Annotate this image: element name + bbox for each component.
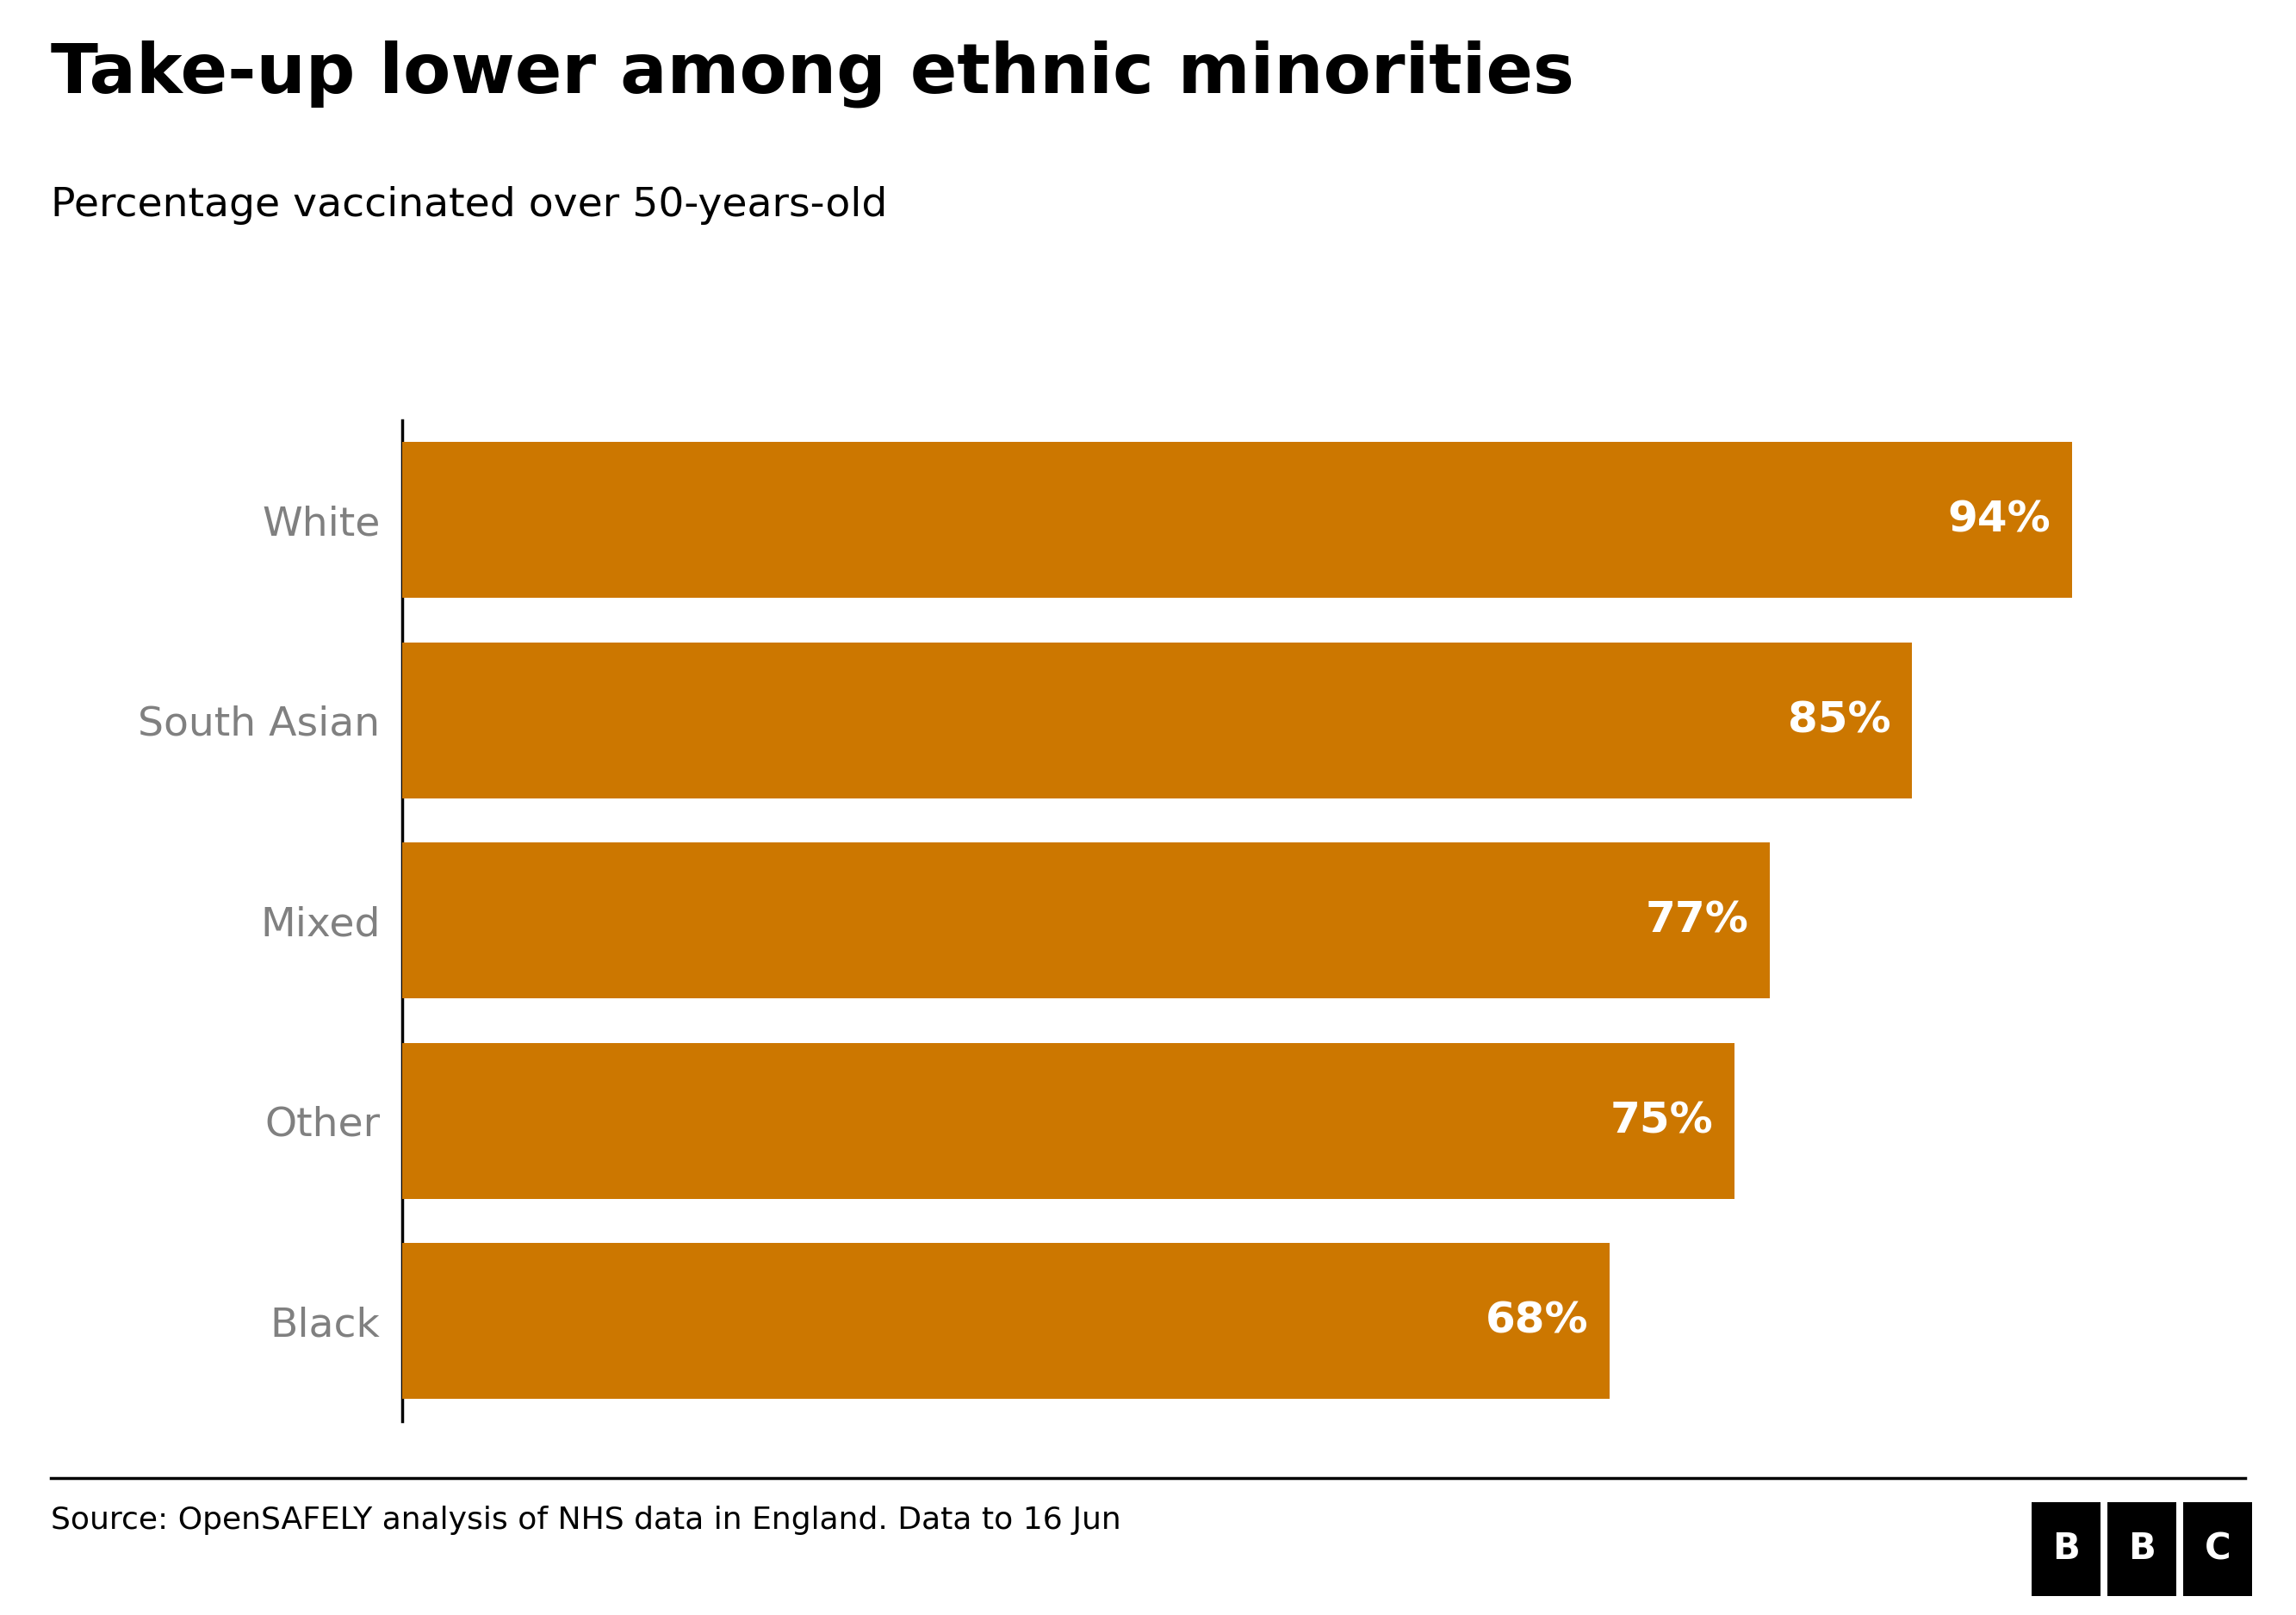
Bar: [402, 443, 2071, 598]
Text: 75%: 75%: [1609, 1100, 1713, 1142]
Text: B: B: [2053, 1531, 2080, 1567]
Text: 85%: 85%: [1789, 699, 1892, 741]
Bar: [402, 843, 1770, 998]
Bar: [402, 643, 1913, 798]
Text: Source: OpenSAFELY analysis of NHS data in England. Data to 16 Jun: Source: OpenSAFELY analysis of NHS data …: [51, 1505, 1120, 1534]
Text: B: B: [2128, 1531, 2156, 1567]
Text: Take-up lower among ethnic minorities: Take-up lower among ethnic minorities: [51, 40, 1575, 108]
Text: C: C: [2204, 1531, 2232, 1567]
Text: Percentage vaccinated over 50-years-old: Percentage vaccinated over 50-years-old: [51, 186, 886, 224]
Text: 94%: 94%: [1947, 499, 2050, 541]
Bar: [402, 1244, 1609, 1399]
Text: 68%: 68%: [1486, 1300, 1589, 1342]
Bar: [402, 1043, 1733, 1198]
Text: 77%: 77%: [1646, 900, 1750, 942]
